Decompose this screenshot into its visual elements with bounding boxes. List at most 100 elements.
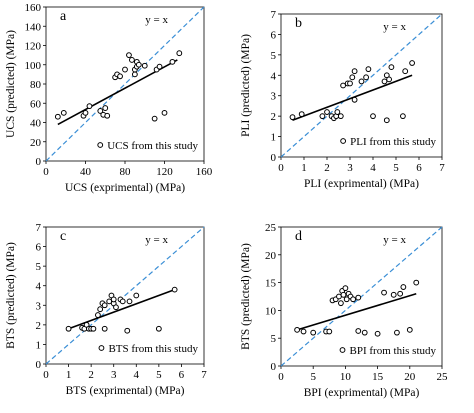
identity-annotation-c: y = x <box>145 234 168 246</box>
data-point-c-20 <box>133 292 140 299</box>
x-tick-label-b-0: 0 <box>278 162 284 174</box>
y-tick-label-d-4: 20 <box>265 250 277 262</box>
data-point-c-19 <box>126 298 133 305</box>
legend-marker-b <box>340 138 347 144</box>
data-point-d-22 <box>394 329 400 336</box>
data-point-d-17 <box>355 328 362 334</box>
identity-line-c <box>45 226 205 365</box>
panel-c: 0 1 2 3 4 5 6 7 0 1 2 3 4 5 6 7 c y = x BTS from this stud… <box>5 222 207 397</box>
data-point-d-18 <box>361 329 368 336</box>
y-axis-label-c: BTS (predicted) (MPa) <box>5 242 17 349</box>
x-tick-label-a-1: 40 <box>80 166 92 178</box>
data-point-a-25 <box>169 58 176 65</box>
y-tick-label-c-5: 5 <box>36 261 42 273</box>
data-point-b-24 <box>400 113 406 120</box>
x-tick-label-d-4: 20 <box>404 371 416 383</box>
data-point-b-3 <box>324 109 330 115</box>
data-point-d-16 <box>355 294 362 301</box>
y-tick-label-a-4: 80 <box>30 79 42 91</box>
y-tick-label-b-4: 4 <box>271 70 277 82</box>
panel-b: 0 1 2 3 4 5 6 7 0 1 2 3 4 5 6 7 b y = x PLI from this stud… <box>240 9 445 190</box>
x-tick-label-c-6: 6 <box>179 369 185 381</box>
y-tick-label-a-5: 100 <box>25 60 42 72</box>
panel-label-c: c <box>60 229 66 244</box>
x-tick-label-c-5: 5 <box>156 369 162 381</box>
data-point-a-12 <box>122 66 128 73</box>
data-point-d-15 <box>350 296 357 303</box>
x-tick-label-a-2: 80 <box>120 166 132 178</box>
x-tick-label-c-7: 7 <box>201 369 207 381</box>
data-point-c-6 <box>90 325 97 332</box>
x-axis-label-a: UCS (exprimental) (MPa) <box>65 182 185 194</box>
legend-marker-d <box>339 347 346 353</box>
data-point-d-24 <box>400 284 407 290</box>
data-point-b-9 <box>340 82 347 89</box>
plot-frame-d <box>280 226 443 367</box>
y-tick-label-d-2: 10 <box>265 305 277 317</box>
x-tick-label-c-3: 3 <box>111 369 117 381</box>
x-tick-label-d-0: 0 <box>278 371 284 383</box>
data-point-b-7 <box>334 109 341 115</box>
data-point-c-11 <box>101 325 108 332</box>
data-point-b-2 <box>319 113 326 120</box>
data-point-c-22 <box>155 325 162 332</box>
x-tick-label-b-2: 2 <box>324 162 330 174</box>
identity-line-a <box>45 6 205 162</box>
data-point-b-14 <box>351 96 358 103</box>
data-point-b-25 <box>402 68 409 75</box>
data-point-b-16 <box>363 74 370 81</box>
identity-annotation-d: y = x <box>383 234 406 246</box>
x-tick-label-b-7: 7 <box>439 162 445 174</box>
x-tick-label-a-3: 120 <box>156 166 173 178</box>
plot-frame-b <box>280 13 443 158</box>
data-point-c-8 <box>97 306 104 313</box>
data-point-b-13 <box>351 68 358 75</box>
x-axis-label-b: PLI (exprimental) (MPa) <box>304 178 419 190</box>
data-point-c-23 <box>171 286 178 293</box>
data-point-a-13 <box>126 52 132 59</box>
data-point-a-3 <box>82 109 89 116</box>
panel-label-b: b <box>295 16 302 31</box>
y-tick-label-b-0: 0 <box>271 152 277 164</box>
x-tick-label-d-3: 15 <box>372 371 384 383</box>
data-point-b-12 <box>349 74 356 81</box>
y-tick-label-a-0: 0 <box>36 156 42 168</box>
x-tick-label-b-3: 3 <box>347 162 353 174</box>
identity-annotation-b: y = x <box>383 21 406 33</box>
data-point-a-8 <box>104 112 111 119</box>
data-point-c-21 <box>124 327 131 334</box>
data-point-b-23 <box>388 64 395 71</box>
identity-annotation-a: y = x <box>145 14 168 26</box>
data-point-d-21 <box>390 291 397 298</box>
data-point-b-15 <box>358 78 365 85</box>
data-point-b-18 <box>370 113 376 120</box>
y-tick-label-c-2: 2 <box>36 320 42 332</box>
x-tick-label-c-1: 1 <box>66 369 72 381</box>
y-tick-label-b-1: 1 <box>271 132 277 144</box>
data-point-d-12 <box>343 296 350 303</box>
data-point-d-0 <box>294 326 301 333</box>
data-point-a-5 <box>97 108 104 114</box>
x-tick-label-d-2: 10 <box>340 371 352 383</box>
x-tick-label-b-4: 4 <box>370 162 376 174</box>
panel-d: 0 5 10 15 20 25 0 5 10 15 20 25 d y = x BPI from this … <box>240 222 448 399</box>
legend-label-c: BTS from this study <box>108 343 198 355</box>
data-point-d-11 <box>342 285 349 292</box>
data-point-a-21 <box>151 115 158 122</box>
data-point-b-8 <box>337 113 344 120</box>
data-point-d-25 <box>406 326 413 333</box>
x-tick-label-b-5: 5 <box>393 162 399 174</box>
x-axis-label-d: BPI (exprimental) (MPa) <box>304 387 420 399</box>
data-point-d-10 <box>340 291 347 298</box>
x-tick-label-c-4: 4 <box>134 369 140 381</box>
data-point-c-15 <box>110 296 117 303</box>
data-point-b-19 <box>381 78 388 85</box>
data-point-c-18 <box>119 298 126 305</box>
legend-label-a: UCS from this study <box>107 140 198 152</box>
y-axis-label-b: PLI (predicted) (MPa) <box>240 34 252 137</box>
x-tick-label-b-1: 1 <box>301 162 307 174</box>
plot-frame-c <box>45 226 205 365</box>
data-point-b-21 <box>386 76 393 83</box>
x-tick-label-a-0: 0 <box>43 166 49 178</box>
